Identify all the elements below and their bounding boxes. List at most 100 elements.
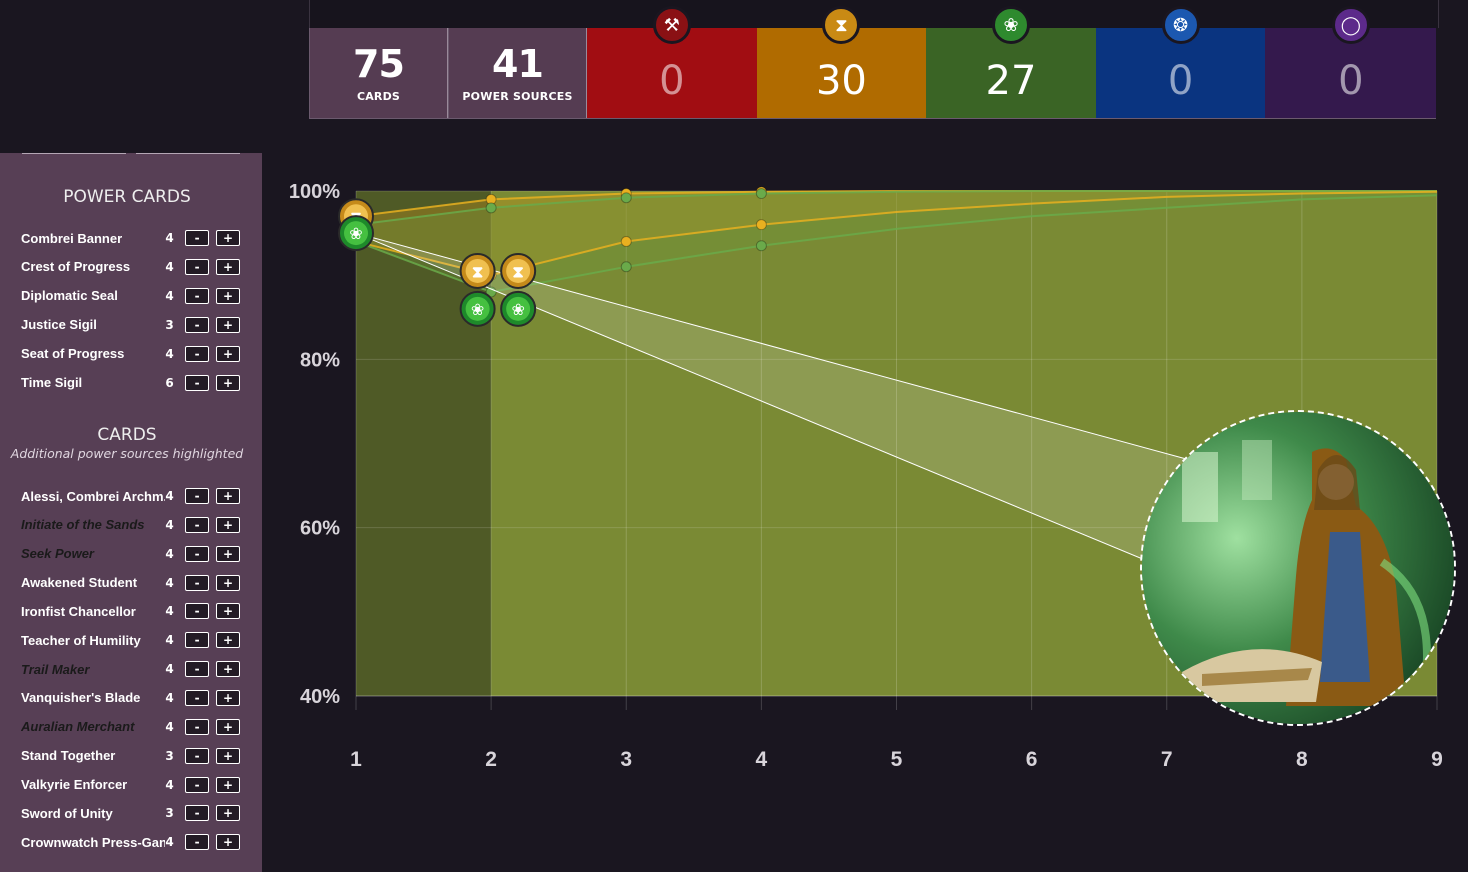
card-name[interactable]: Teacher of Humility (21, 632, 141, 648)
power-sources-stat: 41 POWER SOURCES (448, 28, 587, 118)
y-tick-label: 40% (300, 686, 340, 708)
card-name[interactable]: Vanquisher's Blade (21, 690, 141, 706)
increment-button[interactable]: + (216, 545, 240, 562)
data-point (620, 192, 632, 204)
card-name[interactable]: Alessi, Combrei Archm... (21, 488, 166, 504)
decrement-button[interactable]: - (185, 258, 210, 275)
card-name[interactable]: Awakened Student (21, 575, 138, 591)
decrement-button[interactable]: - (185, 345, 210, 362)
card-name[interactable]: Time Sigil (21, 375, 83, 390)
card-name[interactable]: Auralian Merchant (21, 719, 135, 735)
cards-label: CARDS (356, 89, 401, 103)
card-count: 4 (165, 517, 174, 532)
decrement-button[interactable]: - (185, 574, 210, 591)
increment-button[interactable]: + (216, 834, 240, 851)
decrement-button[interactable]: - (185, 632, 210, 649)
band-time (356, 191, 1437, 276)
decrement-button[interactable]: - (185, 287, 210, 304)
card-name[interactable]: Valkyrie Enforcer (21, 777, 128, 792)
increment-button[interactable]: + (216, 258, 240, 275)
increment-button[interactable]: + (216, 287, 240, 304)
increment-button[interactable]: + (216, 805, 240, 822)
card-name[interactable]: Justice Sigil (21, 317, 97, 333)
card-name[interactable]: Ironfist Chancellor (21, 603, 136, 619)
decrement-button[interactable]: - (185, 316, 210, 333)
cards-heading: CARDS (97, 425, 157, 445)
card-name[interactable]: Sword of Unity (21, 805, 113, 821)
increment-button[interactable]: + (216, 603, 240, 620)
card-row: Crest of Progress 4- + (21, 257, 247, 277)
decrement-button[interactable]: - (185, 230, 210, 246)
card-row: Awakened Student 4- + (21, 573, 247, 593)
decrement-button[interactable]: - (185, 374, 210, 391)
card-art-portrait (1140, 410, 1456, 726)
hammer-icon: ⚒ (652, 6, 691, 44)
card-name[interactable]: Trail Maker (21, 661, 90, 677)
decrement-button[interactable]: - (185, 603, 210, 620)
decrement-button[interactable]: - (185, 834, 210, 851)
decrement-button[interactable]: - (185, 545, 210, 562)
card-row: Trail Maker 4- + (21, 659, 247, 679)
card-name[interactable]: Seat of Progress (21, 346, 125, 362)
card-name[interactable]: Combrei Banner (21, 230, 123, 246)
card-row: Vanquisher's Blade 4- + (21, 688, 247, 708)
decrement-button[interactable]: - (185, 805, 210, 822)
card-name[interactable]: Diplomatic Seal (21, 288, 118, 304)
card-row: Ironfist Chancellor 4- + (21, 601, 247, 621)
increment-button[interactable]: + (216, 776, 240, 793)
wings-icon-glyph: ❀ (511, 300, 524, 319)
card-count: 4 (165, 546, 174, 561)
data-point (755, 188, 767, 200)
card-count: 3 (165, 806, 174, 821)
top-strip (309, 0, 1439, 28)
increment-button[interactable]: + (216, 689, 240, 706)
decrement-button[interactable]: - (185, 776, 210, 793)
x-tick-label: 5 (891, 748, 903, 771)
deck-stats-bar: 75 CARDS 41 POWER SOURCES ⚒ 0 ⧗ 30 ❀ 27 ❂ 0 ◯ 0 (309, 6, 1437, 119)
card-name[interactable]: Crownwatch Press-Gang (21, 834, 166, 850)
decrement-button[interactable]: - (185, 516, 210, 533)
card-name[interactable]: Seek Power (21, 546, 94, 562)
increment-button[interactable]: + (216, 345, 240, 362)
increment-button[interactable]: + (216, 316, 240, 333)
x-tick-label: 2 (485, 748, 497, 771)
sidebar-tab-1[interactable] (22, 153, 126, 154)
wings-icon-inner (506, 296, 531, 321)
wings-icon-glyph: ❀ (349, 224, 362, 243)
card-count: 4 (165, 633, 174, 648)
decrement-button[interactable]: - (185, 718, 210, 735)
decrement-button[interactable]: - (185, 689, 210, 706)
callout-wedge (356, 233, 1190, 560)
hourglass-icon-glyph: ⧗ (472, 262, 483, 281)
series-line-1 (355, 190, 1437, 226)
increment-button[interactable]: + (216, 632, 240, 649)
hourglass-icon-inner (506, 258, 531, 283)
increment-button[interactable]: + (216, 516, 240, 533)
card-row: Stand Together 3- + (21, 746, 247, 766)
increment-button[interactable]: + (216, 747, 240, 764)
increment-button[interactable]: + (216, 718, 240, 735)
series-line-2 (355, 190, 1438, 277)
hourglass-icon-inner (465, 258, 490, 283)
card-name[interactable]: Initiate of the Sands (21, 517, 145, 533)
increment-button[interactable]: + (216, 374, 240, 391)
increment-button[interactable]: + (216, 574, 240, 591)
card-count: 4 (165, 604, 174, 619)
card-row: Justice Sigil 3- + (21, 315, 247, 335)
card-row: Seek Power 4- + (21, 544, 247, 564)
card-count: 4 (165, 231, 174, 245)
card-row: Initiate of the Sands 4- + (21, 515, 247, 535)
data-point (620, 236, 632, 247)
increment-button[interactable]: + (216, 488, 240, 504)
sidebar-tab-2[interactable] (136, 153, 240, 154)
decrement-button[interactable]: - (185, 488, 210, 504)
card-count: 4 (165, 719, 174, 734)
card-name[interactable]: Crest of Progress (21, 259, 131, 275)
callout-line (355, 232, 1146, 561)
increment-button[interactable]: + (216, 661, 240, 678)
increment-button[interactable]: + (216, 230, 240, 246)
card-row: Seat of Progress 4- + (21, 344, 247, 364)
decrement-button[interactable]: - (185, 747, 210, 764)
card-name[interactable]: Stand Together (21, 748, 116, 764)
decrement-button[interactable]: - (185, 661, 210, 678)
